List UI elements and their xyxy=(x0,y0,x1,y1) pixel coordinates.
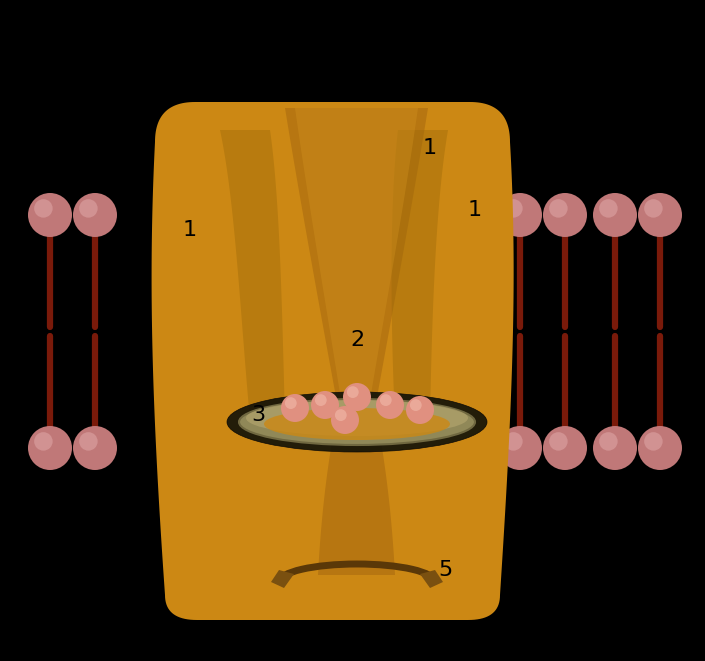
Circle shape xyxy=(73,193,117,237)
Circle shape xyxy=(504,199,522,217)
Polygon shape xyxy=(391,130,448,420)
Circle shape xyxy=(638,193,682,237)
Polygon shape xyxy=(220,130,285,420)
Ellipse shape xyxy=(239,399,475,445)
Circle shape xyxy=(498,426,542,470)
Circle shape xyxy=(335,409,347,421)
Circle shape xyxy=(406,396,434,424)
Circle shape xyxy=(599,199,618,217)
Circle shape xyxy=(347,386,359,398)
Circle shape xyxy=(343,383,371,411)
Text: 3: 3 xyxy=(251,405,265,425)
Circle shape xyxy=(34,199,53,217)
Circle shape xyxy=(599,432,618,451)
Text: 2: 2 xyxy=(350,330,364,350)
Text: 1: 1 xyxy=(183,220,197,240)
Ellipse shape xyxy=(246,400,468,436)
Circle shape xyxy=(543,193,587,237)
Text: 1: 1 xyxy=(468,200,482,220)
Circle shape xyxy=(315,394,326,406)
Circle shape xyxy=(311,391,339,419)
Circle shape xyxy=(79,432,97,451)
Polygon shape xyxy=(420,570,443,588)
Circle shape xyxy=(504,432,522,451)
Text: 5: 5 xyxy=(438,560,452,580)
Polygon shape xyxy=(271,570,294,588)
Circle shape xyxy=(638,426,682,470)
Circle shape xyxy=(644,432,663,451)
Circle shape xyxy=(644,199,663,217)
Circle shape xyxy=(380,394,392,406)
Circle shape xyxy=(28,426,72,470)
Circle shape xyxy=(331,406,359,434)
Circle shape xyxy=(410,399,422,411)
Circle shape xyxy=(549,199,568,217)
Circle shape xyxy=(281,394,309,422)
Circle shape xyxy=(376,391,404,419)
Circle shape xyxy=(593,426,637,470)
Circle shape xyxy=(543,426,587,470)
Circle shape xyxy=(549,432,568,451)
Circle shape xyxy=(285,397,297,409)
Ellipse shape xyxy=(227,392,487,452)
Polygon shape xyxy=(285,108,428,575)
Polygon shape xyxy=(152,102,514,620)
Ellipse shape xyxy=(264,408,450,440)
Polygon shape xyxy=(295,108,418,400)
Circle shape xyxy=(34,432,53,451)
Circle shape xyxy=(79,199,97,217)
Circle shape xyxy=(498,193,542,237)
Circle shape xyxy=(593,193,637,237)
Circle shape xyxy=(28,193,72,237)
Text: 1: 1 xyxy=(423,138,437,158)
Circle shape xyxy=(73,426,117,470)
